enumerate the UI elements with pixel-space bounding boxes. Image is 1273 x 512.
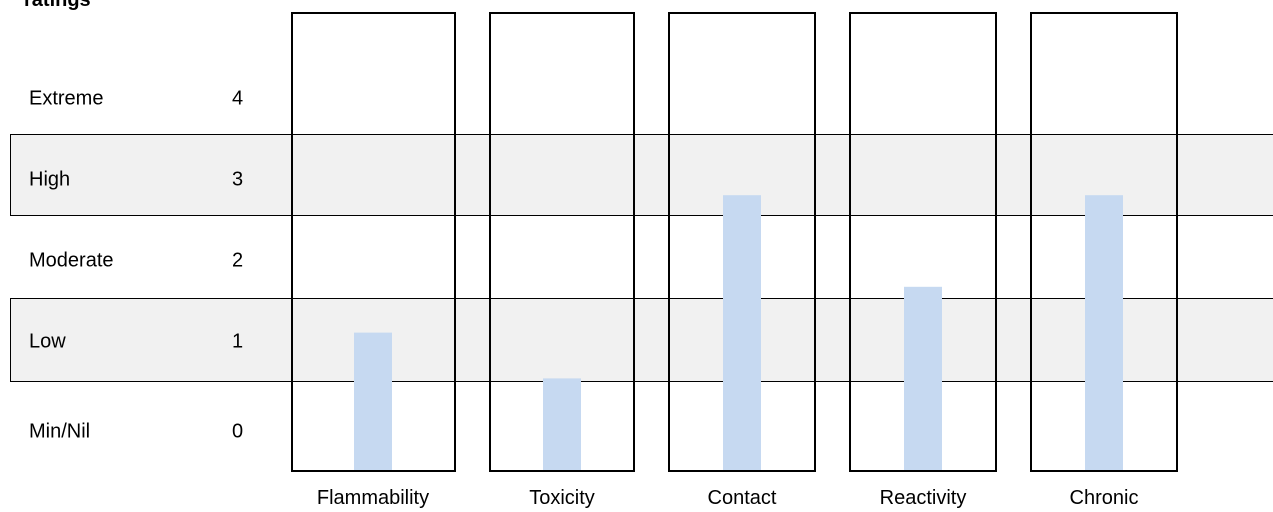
band-high <box>10 134 1273 216</box>
category-label: Toxicity <box>529 487 595 509</box>
chart-heading: ratings <box>24 0 91 11</box>
band-low <box>10 298 1273 382</box>
rating-label: Extreme <box>29 87 104 110</box>
rating-label: Min/Nil <box>29 420 91 443</box>
bar-reactivity <box>904 286 942 470</box>
rating-label: High <box>29 168 71 191</box>
rating-label: Low <box>29 330 66 353</box>
rating-label: Moderate <box>29 249 114 272</box>
category-label: Contact <box>707 487 777 509</box>
rating-value: 0 <box>232 420 244 443</box>
column-frame-flammability <box>291 12 456 472</box>
column-frame-reactivity <box>849 12 997 472</box>
category-label: Flammability <box>316 487 430 509</box>
bar-toxicity <box>543 378 581 470</box>
rating-value: 3 <box>232 168 244 191</box>
column-frame-contact <box>668 12 816 472</box>
category-label: Chronic <box>1069 487 1139 509</box>
column-frame-toxicity <box>489 12 635 472</box>
category-label: Reactivity <box>879 487 967 509</box>
column-frame-chronic <box>1030 12 1178 472</box>
bar-contact <box>723 195 761 470</box>
rating-value: 4 <box>232 87 244 110</box>
bar-flammability <box>354 332 392 470</box>
rating-value: 2 <box>232 249 244 272</box>
bar-chronic <box>1085 195 1123 470</box>
rating-value: 1 <box>232 330 244 353</box>
